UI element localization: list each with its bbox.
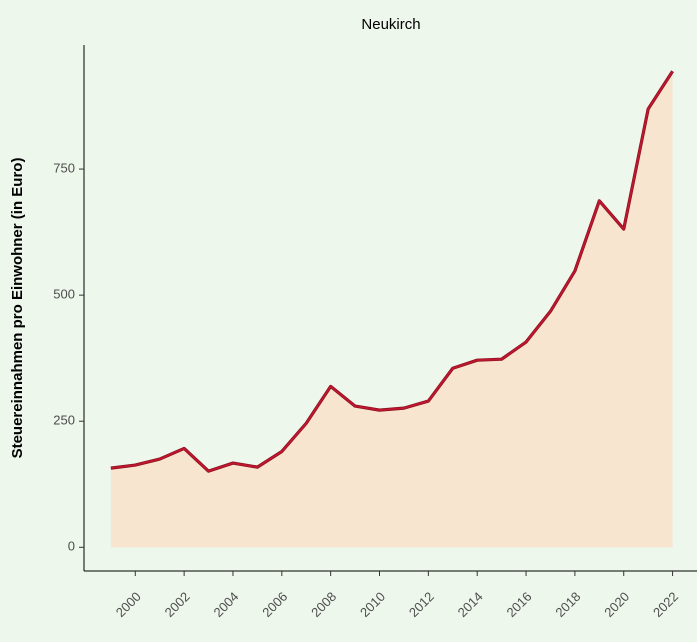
y-axis-label: Steuereinnahmen pro Einwohner (in Euro)	[9, 158, 26, 459]
chart-title: Neukirch	[361, 16, 420, 33]
y-tick-label: 0	[68, 539, 75, 554]
y-tick-label: 500	[53, 287, 75, 302]
area-fill	[110, 71, 673, 548]
line	[110, 70, 674, 473]
y-tick-label: 750	[53, 160, 75, 175]
y-tick-label: 250	[53, 413, 75, 428]
